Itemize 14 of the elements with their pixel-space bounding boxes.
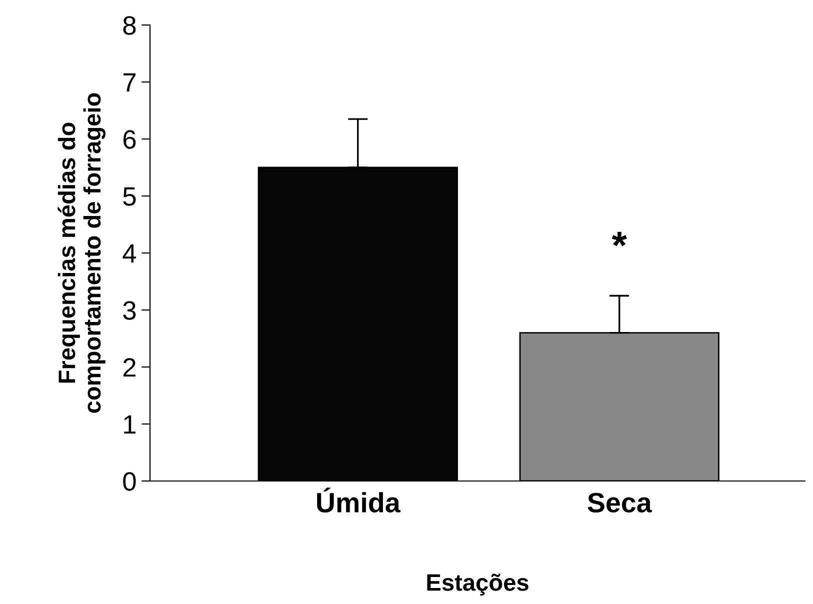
x-tick-label: Úmida [317, 488, 400, 513]
x-tick-label: Seca [588, 492, 652, 513]
y-tick-label: 2 [123, 358, 136, 377]
y-tick-label: 1 [124, 415, 136, 434]
y-tick-label: 0 [123, 472, 136, 491]
y-axis-title: Frequencias médias do comportamento de forrageio [58, 93, 106, 413]
y-tick-label: 3 [123, 301, 136, 320]
x-axis-title: Estações [427, 574, 528, 596]
annotation: * [612, 232, 627, 246]
y-tick-label: 5 [123, 187, 136, 206]
y-tick-label: 6 [123, 130, 136, 149]
y-tick-label: 7 [123, 73, 136, 92]
y-tick-label: 4 [122, 244, 136, 263]
y-tick-label: 8 [123, 16, 136, 35]
